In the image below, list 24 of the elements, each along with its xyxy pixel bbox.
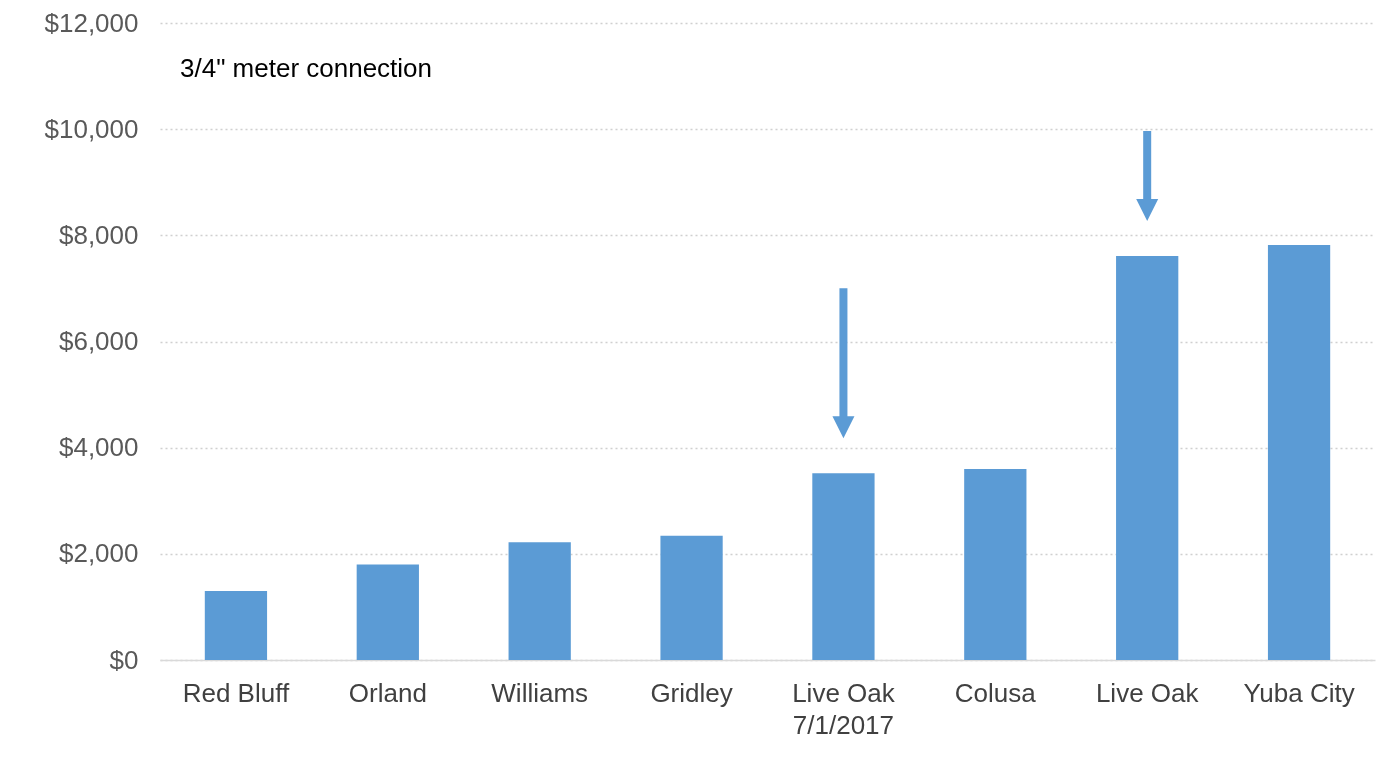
bar <box>508 542 571 660</box>
bar <box>660 535 723 660</box>
y-tick-label: $12,000 <box>44 7 139 38</box>
bar <box>812 473 875 660</box>
x-tick-label: Live Oak 7/1/2017 <box>792 677 896 740</box>
x-tick-label: Live Oak <box>1095 677 1200 708</box>
text: 3/4" meter connection <box>180 53 433 83</box>
x-tick-label: Yuba City <box>1243 677 1355 708</box>
bar <box>1267 244 1331 660</box>
x-tick-label: Williams <box>491 677 589 708</box>
x-tick-label: Gridley <box>650 677 733 708</box>
x-tick-label: Colusa <box>954 677 1037 708</box>
x-tick-label: Red Bluff <box>182 677 290 708</box>
bar <box>964 468 1027 660</box>
y-tick-label: $2,000 <box>58 538 139 569</box>
y-tick-label: $6,000 <box>58 326 139 356</box>
y-tick-label: $10,000 <box>44 113 139 144</box>
bar <box>356 564 419 660</box>
y-tick-label: $8,000 <box>58 219 139 250</box>
bar <box>204 590 268 660</box>
bar <box>1116 256 1179 660</box>
y-tick-label: $0 <box>109 644 139 675</box>
y-tick-label: $4,000 <box>58 432 139 463</box>
x-tick-label: Orland <box>348 677 427 708</box>
